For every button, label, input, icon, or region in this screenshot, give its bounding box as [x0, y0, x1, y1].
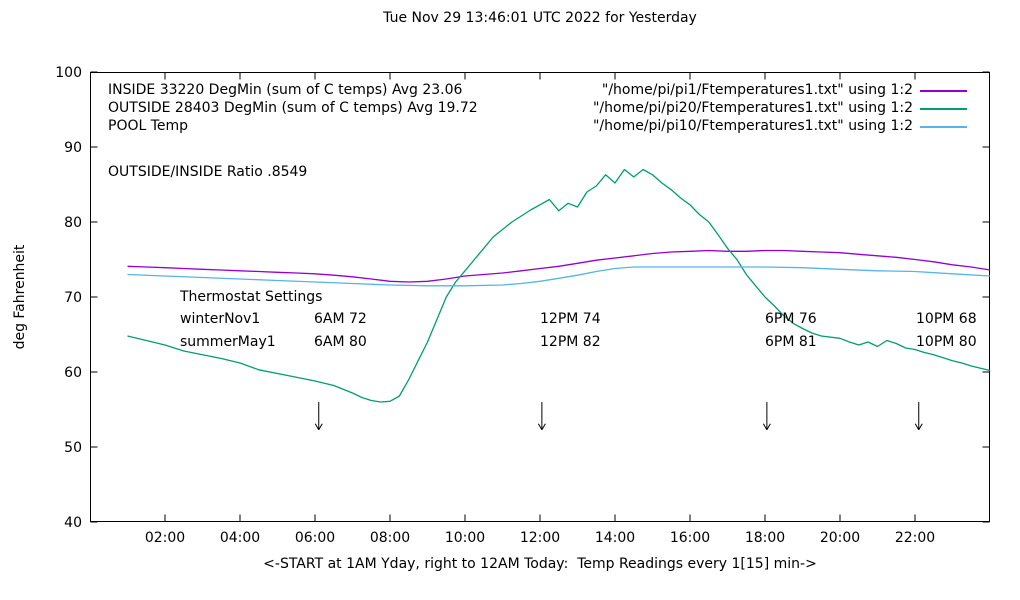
x-tick-label: 22:00	[895, 530, 935, 546]
series-line-outside	[127, 168, 991, 403]
thermostat-cell: 12PM 74	[540, 311, 601, 327]
legend-key-line	[920, 126, 967, 128]
x-axis-label: <-START at 1AM Yday, right to 12AM Today…	[263, 556, 817, 572]
y-axis-label: deg Fahrenheit	[12, 244, 28, 350]
thermostat-cell: 6PM 81	[765, 334, 817, 350]
y-tick-label: 70	[64, 290, 82, 306]
legend-series-label: OUTSIDE 28403 DegMin (sum of C temps) Av…	[108, 100, 478, 116]
y-tick-label: 100	[55, 65, 82, 81]
x-tick-label: 20:00	[820, 530, 860, 546]
thermostat-cell: 6AM 80	[314, 334, 367, 350]
thermostat-cell: summerMay1	[180, 334, 276, 350]
thermostat-cell: 10PM 68	[916, 311, 977, 327]
thermostat-cell: 12PM 82	[540, 334, 601, 350]
y-tick-label: 60	[64, 365, 82, 381]
x-tick-label: 08:00	[370, 530, 410, 546]
series-line-pool	[127, 266, 991, 287]
x-tick-label: 10:00	[445, 530, 485, 546]
thermostat-row: summerMay1 6AM 80 12PM 82 6PM 81 10PM 80	[0, 0, 1020, 350]
x-tick-label: 06:00	[295, 530, 335, 546]
y-tick-label: 80	[64, 215, 82, 231]
thermostat-cell: winterNov1	[180, 311, 261, 327]
x-tick-label: 12:00	[520, 530, 560, 546]
y-tick-label: 40	[64, 515, 82, 531]
x-tick-label: 14:00	[595, 530, 635, 546]
thermostat-cell: 10PM 80	[916, 334, 977, 350]
legend-row: INSIDE 33220 DegMin (sum of C temps) Avg…	[108, 82, 985, 100]
thermostat-cell: 6AM 72	[314, 311, 367, 327]
legend-file-label: "/home/pi/pi1/Ftemperatures1.txt" using …	[601, 82, 913, 98]
legend-series-label: POOL Temp	[108, 118, 189, 134]
chart-title: Tue Nov 29 13:46:01 UTC 2022 for Yesterd…	[383, 10, 697, 26]
legend-key-line	[920, 108, 967, 110]
thermostat-heading: Thermostat Settings	[180, 289, 323, 305]
legend-row: OUTSIDE 28403 DegMin (sum of C temps) Av…	[108, 100, 985, 118]
thermostat-row: winterNov1 6AM 72 12PM 74 6PM 76 10PM 68	[0, 0, 1020, 327]
thermostat-cell: 6PM 76	[765, 311, 817, 327]
x-tick-label: 04:00	[220, 530, 260, 546]
legend-series-label: INSIDE 33220 DegMin (sum of C temps) Avg…	[108, 82, 463, 98]
y-tick-label: 50	[64, 440, 82, 456]
x-tick-label: 18:00	[745, 530, 785, 546]
legend-file-label: "/home/pi/pi10/Ftemperatures1.txt" using…	[592, 118, 913, 134]
legend-key-line	[920, 90, 967, 92]
legend-row: POOL Temp "/home/pi/pi10/Ftemperatures1.…	[108, 118, 985, 136]
legend-file-label: "/home/pi/pi20/Ftemperatures1.txt" using…	[592, 100, 913, 116]
y-tick-label: 90	[64, 140, 82, 156]
ratio-label: OUTSIDE/INSIDE Ratio .8549	[108, 164, 308, 180]
x-tick-label: 16:00	[670, 530, 710, 546]
series-line-inside	[127, 249, 991, 283]
x-tick-label: 02:00	[145, 530, 185, 546]
